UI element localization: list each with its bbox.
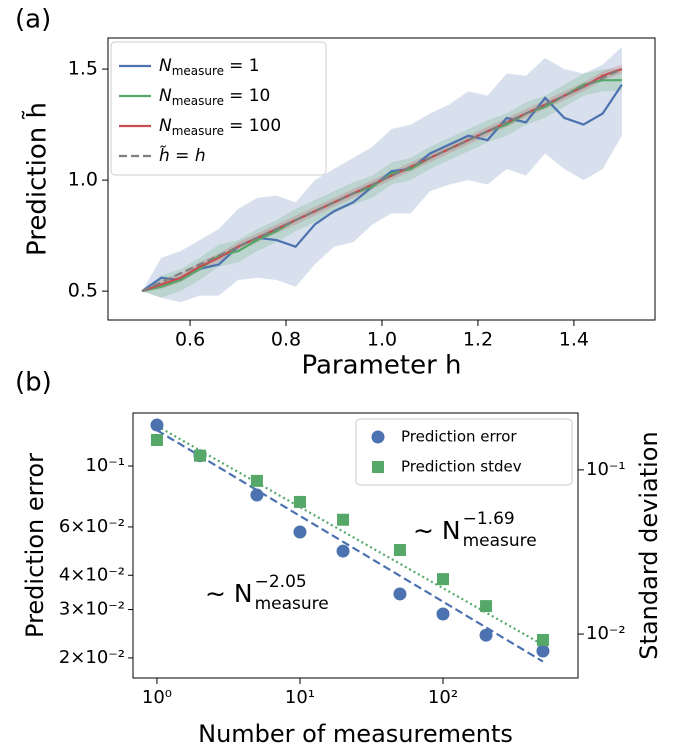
fit-annotation: ∼ N: [413, 516, 461, 545]
marker: [393, 587, 407, 601]
marker: [250, 474, 263, 487]
marker: [194, 449, 207, 462]
legend-label: Nmeasure = 100: [159, 116, 281, 138]
legend-label: Prediction error: [401, 428, 517, 446]
fit-exponent: −2.05: [255, 572, 307, 592]
y-tick-label: 1.0: [68, 169, 98, 191]
legend-label: Prediction stdev: [401, 458, 522, 476]
marker: [393, 544, 406, 557]
marker: [337, 513, 350, 526]
y-tick-label: 2×10⁻²: [59, 647, 125, 668]
panel-label: (b): [15, 368, 52, 398]
legend-swatch: [372, 461, 384, 473]
marker: [336, 544, 350, 558]
legend-rest: = 100: [229, 116, 281, 136]
legend-box: [110, 41, 327, 176]
marker: [436, 607, 450, 621]
legend-rest: = 10: [229, 86, 270, 106]
fit-line: [156, 425, 544, 646]
marker: [150, 418, 164, 432]
y2-tick-label: 10⁻¹: [586, 459, 626, 480]
reference-line: [141, 68, 623, 293]
marker: [480, 600, 493, 613]
marker: [536, 634, 549, 647]
fit-line: [156, 429, 544, 663]
y2-tick-label: 10⁻²: [586, 623, 626, 644]
y-tick-label: 4×10⁻²: [59, 564, 125, 585]
marker: [293, 525, 307, 539]
legend-subscript: measure: [172, 64, 224, 78]
legend-symbol: N: [159, 86, 172, 106]
marker: [479, 628, 493, 642]
marker: [150, 434, 163, 447]
legend-symbol: N: [159, 116, 172, 136]
legend-subscript: measure: [172, 94, 224, 108]
x-tick-label: 1.4: [559, 329, 589, 351]
x-tick-label: 10²: [428, 687, 458, 708]
marker: [293, 495, 306, 508]
legend-label: h̃ = h: [159, 145, 206, 166]
y-tick-label: 0.5: [68, 280, 98, 302]
x-tick-label: 10¹: [285, 687, 315, 708]
panel-label: (a): [15, 5, 51, 35]
legend-label: Nmeasure = 1: [159, 56, 260, 78]
y-tick-label: 3×10⁻²: [59, 599, 125, 620]
x-axis-label: Number of measurements: [198, 720, 513, 748]
x-tick-label: 0.8: [271, 329, 301, 351]
legend-symbol: N: [159, 56, 172, 76]
legend-label: Nmeasure = 10: [159, 86, 270, 108]
y-axis-label: Prediction error: [21, 453, 49, 638]
fit-subscript: measure: [255, 594, 329, 614]
legend-swatch: [371, 430, 385, 444]
legend-box: [355, 418, 573, 486]
x-tick-label: 0.6: [175, 329, 205, 351]
marker: [250, 488, 264, 502]
y2-axis-label: Standard deviation: [635, 431, 663, 659]
x-axis-label: Parameter h: [301, 351, 461, 381]
y-axis-label: Prediction h̃: [21, 102, 53, 256]
y-tick-label: 6×10⁻²: [59, 516, 125, 537]
fit-exponent: −1.69: [463, 509, 515, 529]
plot-frame: [132, 412, 579, 679]
fit-annotation: ∼ N: [205, 579, 253, 608]
x-tick-label: 1.2: [463, 329, 493, 351]
y-tick-label: 1.5: [68, 58, 98, 80]
legend-rest: = 1: [229, 56, 259, 76]
y-tick-label: 10⁻¹: [85, 455, 125, 476]
x-tick-label: 10⁰: [142, 687, 172, 708]
marker: [536, 644, 550, 658]
x-tick-label: 1.0: [367, 329, 397, 351]
fit-subscript: measure: [463, 531, 537, 551]
legend-subscript: measure: [172, 124, 224, 138]
marker: [436, 573, 449, 586]
